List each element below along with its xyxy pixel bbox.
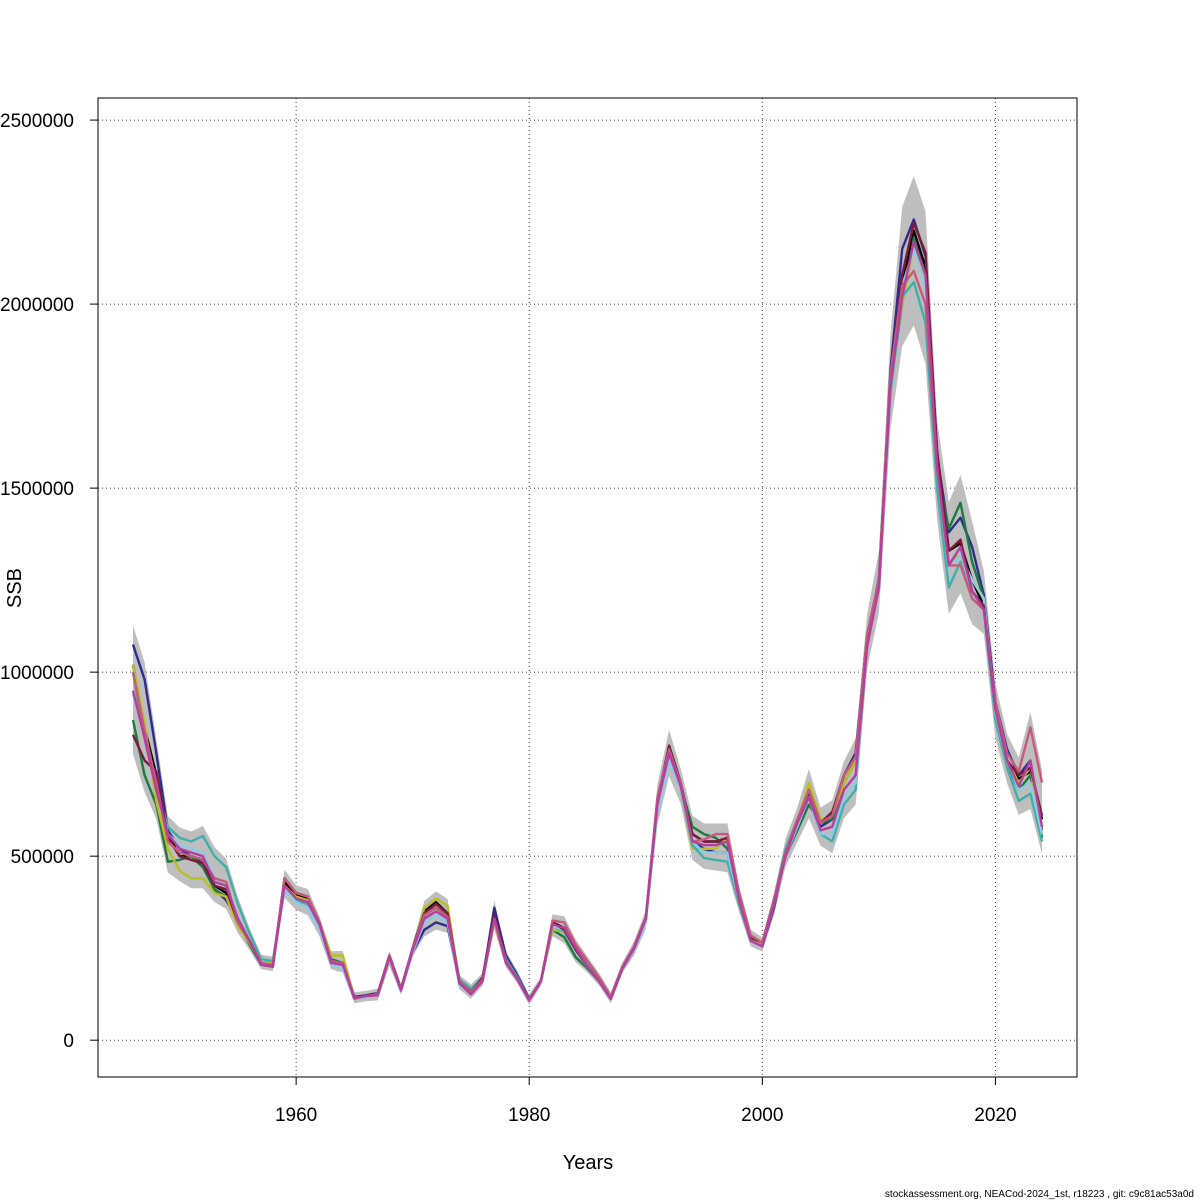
y-tick-label: 0 [63, 1031, 74, 1052]
y-tick-label: 2500000 [0, 111, 74, 132]
series-line-9 [131, 240, 1044, 1002]
footer-caption: stockassessment.org, NEACod-2024_1st, r1… [885, 1189, 1194, 1200]
y-tick-label: 2000000 [0, 295, 74, 316]
x-axis-title: Years [563, 1152, 613, 1174]
y-tick-label: 500000 [11, 847, 74, 868]
y-tick-label: 1000000 [0, 663, 74, 684]
y-axis-title: SSB [4, 568, 26, 608]
series-line-8 [131, 269, 1044, 1001]
x-tick-label: 1960 [275, 1105, 317, 1126]
x-tick-label: 2000 [741, 1105, 783, 1126]
series-lines-layer [131, 218, 1044, 1002]
y-tick-label: 1500000 [0, 479, 74, 500]
x-tick-label: 1980 [508, 1105, 550, 1126]
plot-frame [97, 97, 1078, 1078]
x-tick-label: 2020 [974, 1105, 1016, 1126]
axes: 1960 1980 2000 2020 0 500000 1000000 1500000 200… [0, 111, 1017, 1126]
